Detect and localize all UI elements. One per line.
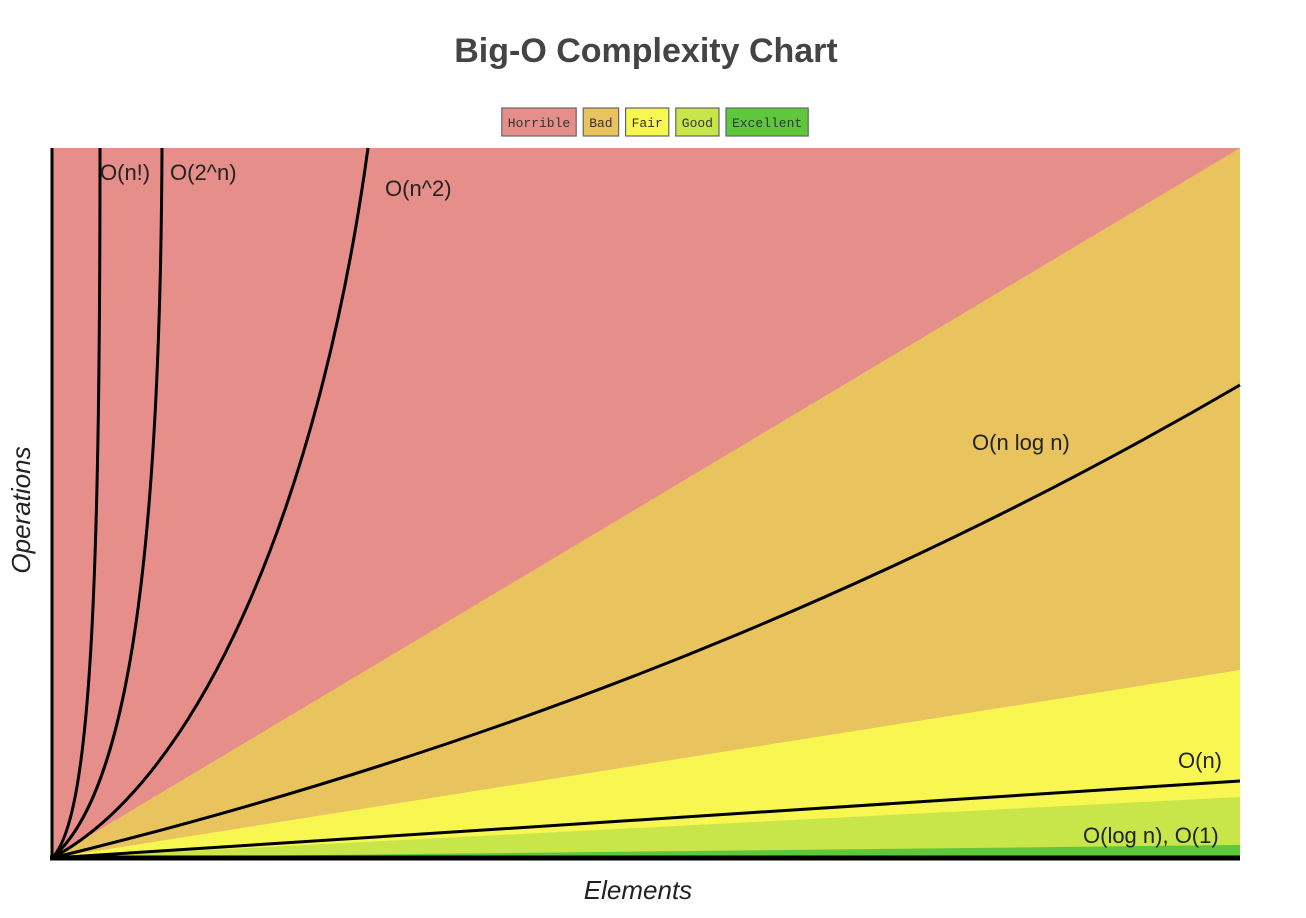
curve-label: O(n^2) xyxy=(385,176,452,201)
legend-label: Excellent xyxy=(732,116,802,131)
y-axis-label: Operations xyxy=(6,446,36,573)
curve-quadratic xyxy=(51,147,370,860)
legend-label: Bad xyxy=(589,116,612,131)
curve-label: O(n) xyxy=(1178,748,1222,773)
legend-label: Horrible xyxy=(508,116,570,131)
legend-swatch xyxy=(624,107,670,137)
region-excellent xyxy=(52,845,1240,858)
legend-swatch xyxy=(501,107,577,137)
curve-exponential xyxy=(51,147,164,860)
region-fair xyxy=(52,670,1240,858)
curve-nlogn xyxy=(51,383,1241,860)
legend-label: Good xyxy=(682,116,713,131)
legend-swatch xyxy=(675,107,720,137)
curve-factorial xyxy=(50,147,102,860)
x-axis-label: Elements xyxy=(584,875,692,905)
legend-swatch xyxy=(582,107,620,137)
curve-label: O(n log n) xyxy=(972,430,1070,455)
legend-swatch xyxy=(725,107,809,137)
curve-linear xyxy=(51,779,1241,860)
region-bad xyxy=(52,148,1240,858)
curve-label: O(n!) xyxy=(100,160,150,185)
curve-label: O(2^n) xyxy=(170,160,237,185)
plot-area xyxy=(50,147,1241,861)
chart-title: Big-O Complexity Chart xyxy=(454,32,837,70)
legend: Horrible Bad Fair Good Excellent xyxy=(501,107,809,137)
region-good xyxy=(52,797,1240,858)
legend-label: Fair xyxy=(632,116,663,131)
curve-label: O(log n), O(1) xyxy=(1083,823,1219,848)
